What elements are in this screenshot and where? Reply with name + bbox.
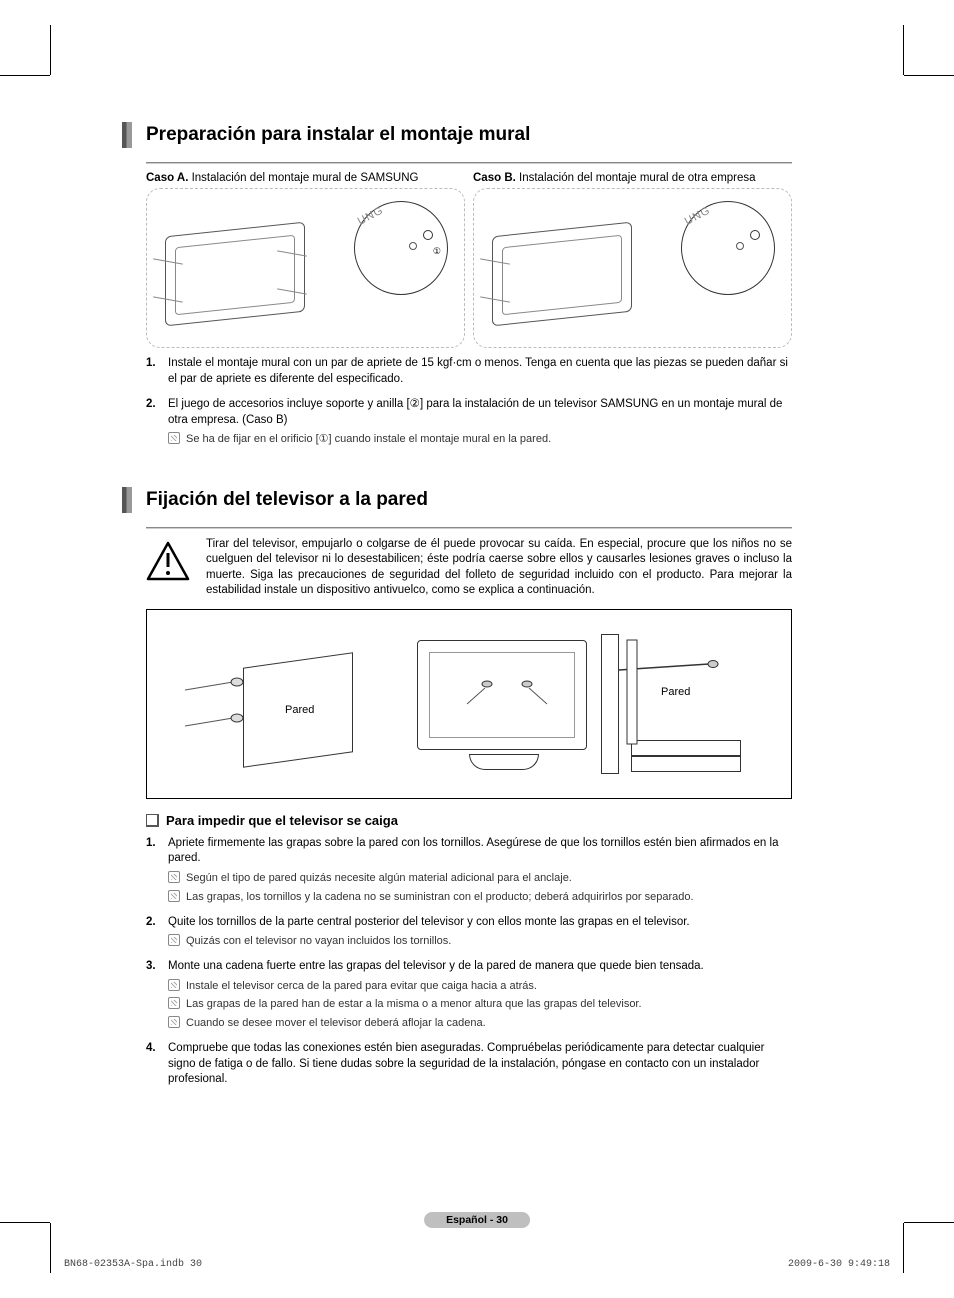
crop-mark	[0, 75, 50, 76]
item-number: 2.	[146, 397, 168, 447]
item-text: Instale el montaje mural con un par de a…	[168, 356, 792, 387]
figure-wall-anchor: Pared	[183, 630, 363, 778]
case-labels-row: Caso A. Instalación del montaje mural de…	[146, 172, 792, 184]
note-icon	[168, 997, 180, 1009]
section2-header: Fijación del televisor a la pared	[122, 487, 792, 513]
case-a-bold: Caso A.	[146, 172, 188, 184]
list-item: 1. Apriete firmemente las grapas sobre l…	[146, 836, 792, 905]
note-text: Las grapas de la pared han de estar a la…	[186, 997, 642, 1012]
note-text: Instale el televisor cerca de la pared p…	[186, 979, 537, 994]
note-icon	[168, 934, 180, 946]
item-text: Apriete firmemente las grapas sobre la p…	[168, 837, 778, 865]
item-text: El juego de accesorios incluye soporte y…	[168, 398, 782, 426]
section-rule	[146, 527, 792, 529]
footer-timestamp: 2009-6-30 9:49:18	[788, 1259, 890, 1270]
brand-text: UNG	[356, 204, 386, 227]
item-text: Monte una cadena fuerte entre las grapas…	[168, 960, 704, 972]
section-bar-icon	[122, 487, 132, 513]
list-item: 2. Quite los tornillos de la parte centr…	[146, 915, 792, 949]
note-text: Según el tipo de pared quizás necesite a…	[186, 871, 572, 886]
item-number: 3.	[146, 959, 168, 1031]
brand-text: UNG	[683, 204, 713, 227]
section-bar-icon	[122, 122, 132, 148]
list-item: 1. Instale el montaje mural con un par d…	[146, 356, 792, 387]
subheading: Para impedir que el televisor se caiga	[146, 813, 792, 828]
case-a-label: Caso A. Instalación del montaje mural de…	[146, 172, 465, 184]
case-a-text: Instalación del montaje mural de SAMSUNG	[188, 172, 418, 184]
case-b-text: Instalación del montaje mural de otra em…	[516, 172, 756, 184]
warning-row: Tirar del televisor, empujarlo o colgars…	[146, 537, 792, 599]
item-text: Quite los tornillos de la parte central …	[168, 916, 690, 928]
section1-list: 1. Instale el montaje mural con un par d…	[146, 356, 792, 447]
crop-mark	[903, 25, 904, 75]
case-b-label: Caso B. Instalación del montaje mural de…	[473, 172, 792, 184]
note-icon	[168, 871, 180, 883]
crop-mark	[0, 1222, 50, 1223]
list-item: 2. El juego de accesorios incluye soport…	[146, 397, 792, 447]
item-text: Compruebe que todas las conexiones estén…	[168, 1041, 792, 1088]
item-number: 4.	[146, 1041, 168, 1088]
note-text: Quizás con el televisor no vayan incluid…	[186, 934, 451, 949]
crop-mark	[904, 75, 954, 76]
item-number: 1.	[146, 836, 168, 905]
diagram-row: UNG ① UNG	[146, 188, 792, 348]
list-item: 3. Monte una cadena fuerte entre las gra…	[146, 959, 792, 1031]
marker-1: ①	[433, 246, 441, 257]
crop-mark	[50, 25, 51, 75]
section2-list: 1. Apriete firmemente las grapas sobre l…	[146, 836, 792, 1088]
list-item: 4. Compruebe que todas las conexiones es…	[146, 1041, 792, 1088]
item-number: 1.	[146, 356, 168, 387]
page-number-pill: Español - 30	[424, 1212, 530, 1228]
diagram-case-a: UNG ①	[146, 188, 465, 348]
crop-mark	[50, 1223, 51, 1273]
section-rule	[146, 162, 792, 164]
warning-icon	[146, 541, 190, 581]
figure-box: Pared	[146, 609, 792, 799]
note-icon	[168, 979, 180, 991]
pared-label: Pared	[285, 704, 314, 716]
item-number: 2.	[146, 915, 168, 949]
figure-tv-back	[407, 630, 607, 778]
section2-title: Fijación del televisor a la pared	[146, 487, 792, 513]
case-b-bold: Caso B.	[473, 172, 516, 184]
footer-doc-name: BN68-02353A-Spa.indb 30	[64, 1259, 202, 1270]
diagram-case-b: UNG	[473, 188, 792, 348]
note-text: Las grapas, los tornillos y la cadena no…	[186, 890, 694, 905]
note-icon	[168, 890, 180, 902]
note-icon	[168, 432, 180, 444]
subheading-text: Para impedir que el televisor se caiga	[166, 813, 398, 828]
pared-label: Pared	[661, 686, 690, 698]
section1-header: Preparación para instalar el montaje mur…	[122, 122, 792, 148]
page-content: Preparación para instalar el montaje mur…	[62, 62, 892, 1236]
figure-side-chain: Pared	[601, 630, 761, 778]
crop-mark	[903, 1223, 904, 1273]
note-icon	[168, 1016, 180, 1028]
section1-title: Preparación para instalar el montaje mur…	[146, 122, 792, 148]
note-text: Cuando se desee mover el televisor deber…	[186, 1016, 486, 1031]
crop-mark	[904, 1222, 954, 1223]
square-bullet-icon	[146, 814, 158, 826]
note-text: Se ha de fijar en el orificio [①] cuando…	[186, 432, 551, 447]
warning-text: Tirar del televisor, empujarlo o colgars…	[206, 537, 792, 599]
